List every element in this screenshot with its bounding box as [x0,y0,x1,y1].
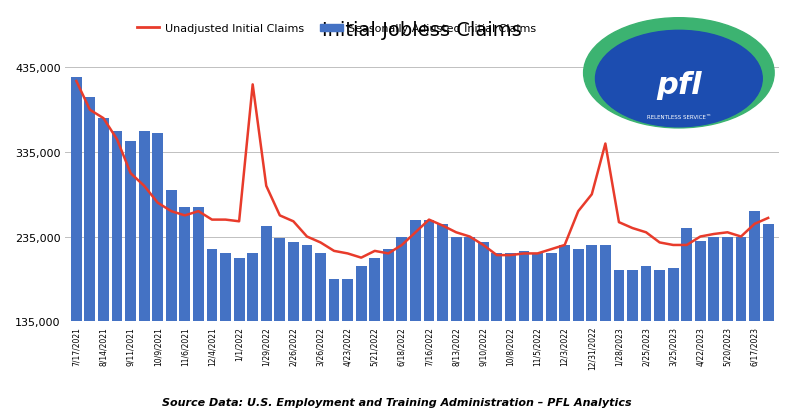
Bar [627,271,638,409]
Bar [518,251,530,409]
Bar [464,237,475,409]
Bar [220,254,231,409]
Bar [71,78,82,409]
Bar [681,229,692,409]
Bar [179,207,191,409]
Bar [342,279,353,409]
Bar [559,245,570,409]
Bar [288,243,299,409]
Bar [722,237,733,409]
Text: RELENTLESS SERVICE™: RELENTLESS SERVICE™ [646,115,711,119]
Bar [193,207,204,409]
Bar [572,249,584,409]
Bar [491,254,503,409]
Bar [98,119,109,409]
Bar [329,279,340,409]
Bar [451,237,461,409]
Bar [478,243,489,409]
Bar [112,132,122,409]
Bar [356,266,367,409]
Title: Initial Jobless Claims: Initial Jobless Claims [322,21,522,40]
Bar [750,211,760,409]
Bar [369,258,380,409]
Bar [587,245,597,409]
Bar [614,271,624,409]
Bar [668,268,679,409]
Bar [247,254,258,409]
Bar [654,271,665,409]
Bar [763,224,773,409]
Bar [260,226,272,409]
Bar [383,249,394,409]
Bar [139,132,149,409]
Bar [315,254,326,409]
Legend: Unadjusted Initial Claims, Seasonally Adjusted Initial Claims: Unadjusted Initial Claims, Seasonally Ad… [133,20,541,39]
Bar [532,254,543,409]
Bar [641,266,652,409]
Bar [735,237,746,409]
Bar [695,241,706,409]
Text: pfl: pfl [656,71,702,99]
Bar [545,254,557,409]
Bar [152,133,163,409]
Bar [437,224,448,409]
Bar [233,258,245,409]
Bar [166,191,177,409]
Text: Source Data: U.S. Employment and Training Administration – PFL Analytics: Source Data: U.S. Employment and Trainin… [162,397,632,407]
Circle shape [596,31,762,128]
Bar [396,237,407,409]
Bar [505,254,516,409]
Bar [600,245,611,409]
Bar [275,238,285,409]
Bar [302,245,312,409]
Bar [125,142,136,409]
Bar [708,237,719,409]
Bar [206,249,218,409]
Bar [84,98,95,409]
Bar [410,220,421,409]
Bar [424,220,434,409]
Wedge shape [584,19,774,128]
